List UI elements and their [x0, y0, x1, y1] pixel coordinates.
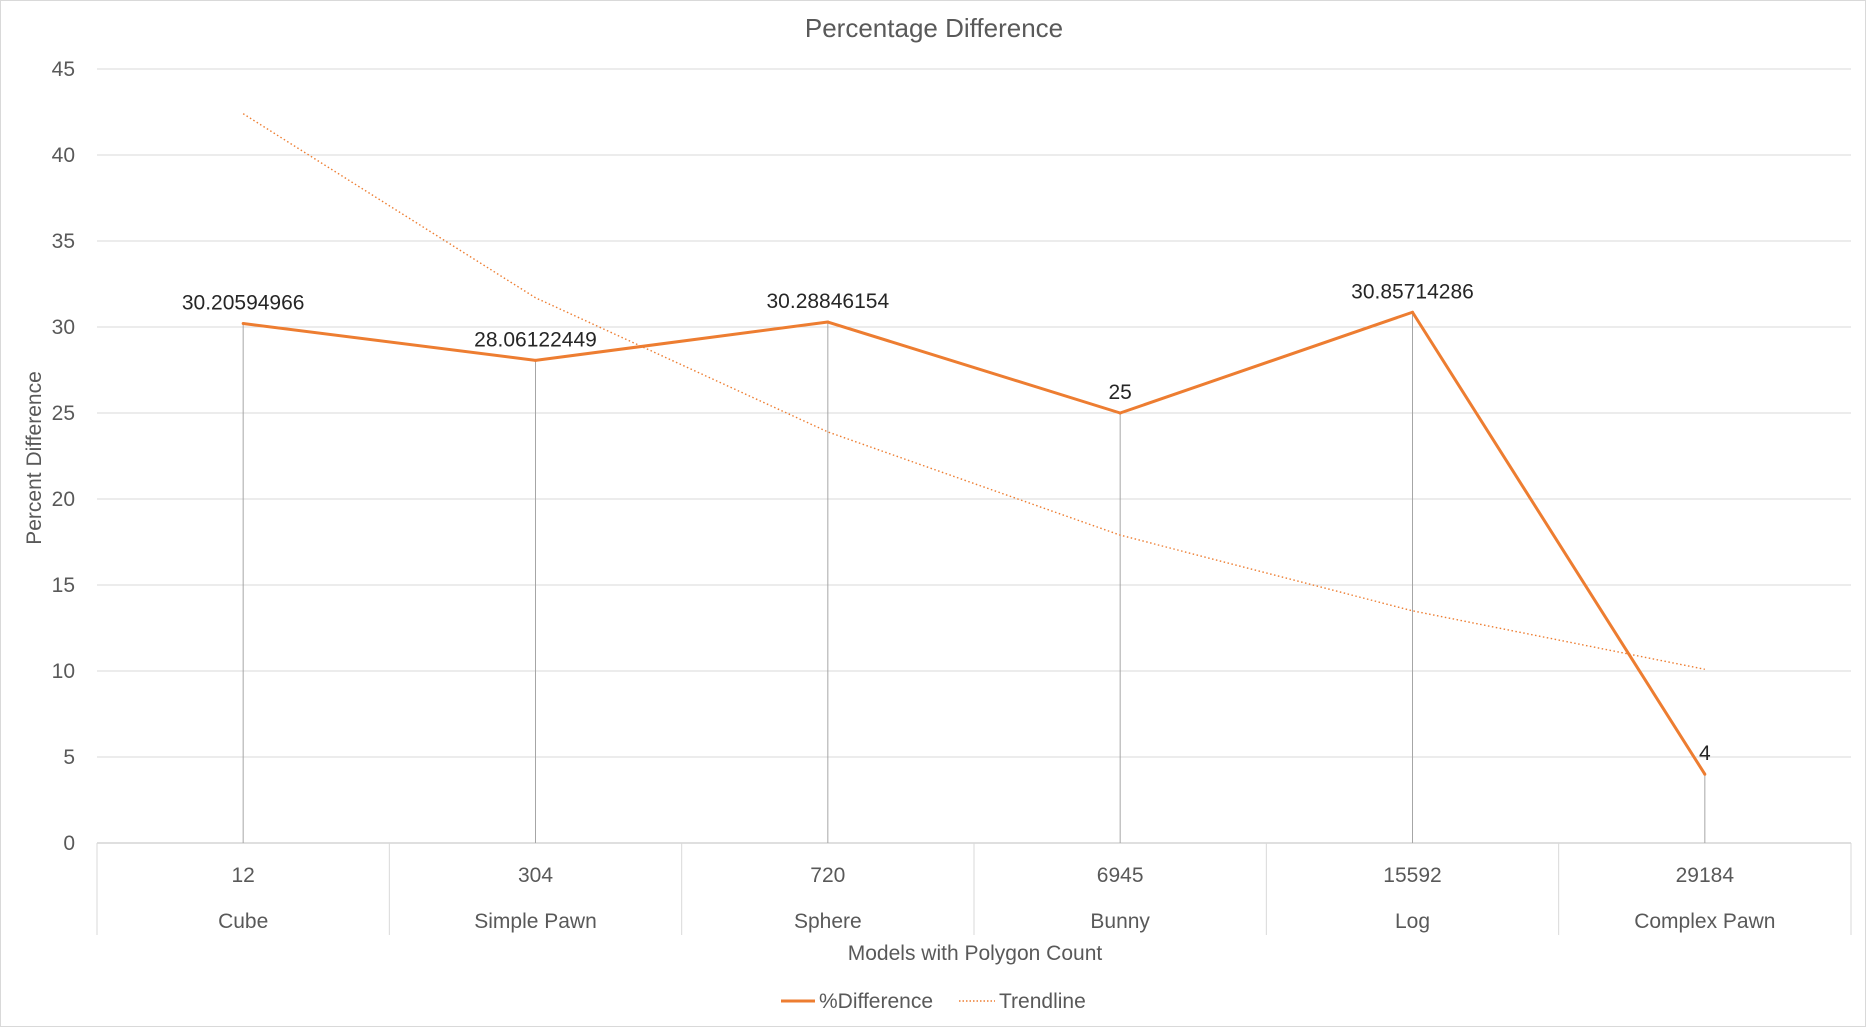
x-tick-name-cube: Cube — [218, 910, 268, 933]
x-axis-title: Models with Polygon Count — [848, 942, 1103, 965]
y-tick-label-20: 20 — [52, 488, 75, 511]
x-tick-count-29184: 29184 — [1676, 864, 1735, 887]
x-tick-count-12: 12 — [231, 864, 254, 887]
legend: %Difference Trendline — [781, 990, 1086, 1013]
y-tick-label-15: 15 — [52, 574, 75, 597]
y-tick-label-30: 30 — [52, 316, 75, 339]
gridlines — [97, 68, 1851, 758]
y-tick-labels: 0 5 10 15 20 25 30 35 40 45 — [52, 58, 75, 855]
data-label-1: 28.06122449 — [474, 328, 597, 351]
data-label-5: 4 — [1699, 742, 1711, 765]
drop-lines — [242, 312, 1706, 843]
chart-title: Percentage Difference — [805, 13, 1063, 43]
y-tick-label-40: 40 — [52, 144, 75, 167]
data-point-4 — [1411, 310, 1414, 314]
x-tick-name-log: Log — [1395, 910, 1430, 933]
y-tick-label-5: 5 — [63, 746, 75, 769]
data-point-2 — [826, 320, 830, 324]
data-point-3 — [1118, 411, 1122, 415]
y-tick-label-10: 10 — [52, 660, 75, 683]
x-tick-count-304: 304 — [518, 864, 553, 887]
x-tick-name-complex-pawn: Complex Pawn — [1634, 910, 1775, 933]
x-tick-name-sphere: Sphere — [794, 910, 862, 933]
series-line-difference — [242, 310, 1707, 776]
x-tick-name-bunny: Bunny — [1090, 910, 1150, 933]
series-layer — [241, 310, 1707, 776]
legend-label-trendline: Trendline — [999, 990, 1086, 1013]
x-tick-count-15592: 15592 — [1383, 864, 1441, 887]
data-label-0: 30.20594966 — [182, 291, 305, 314]
y-tick-label-0: 0 — [63, 832, 75, 855]
y-tick-label-35: 35 — [52, 230, 75, 253]
y-tick-label-25: 25 — [52, 402, 75, 425]
data-label-4: 30.85714286 — [1351, 280, 1474, 303]
data-point-0 — [241, 321, 245, 325]
data-label-2: 30.28846154 — [767, 290, 890, 313]
y-tick-label-45: 45 — [52, 58, 75, 81]
x-tick-count-6945: 6945 — [1097, 864, 1144, 887]
trendline — [242, 113, 1705, 670]
x-tick-count-720: 720 — [810, 864, 845, 887]
legend-label-difference: %Difference — [819, 990, 933, 1013]
y-axis-title: Percent Difference — [23, 371, 46, 545]
x-category-area: 12 Cube 304 Simple Pawn 720 Sphere 6945 Bunny 15… — [96, 842, 1852, 935]
data-point-5 — [1703, 772, 1707, 776]
data-label-3: 25 — [1108, 381, 1131, 404]
x-tick-name-simple-pawn: Simple Pawn — [474, 910, 597, 933]
data-point-1 — [534, 358, 537, 362]
trendline-layer — [242, 113, 1705, 670]
data-labels: 30.20594966 28.06122449 30.28846154 25 30.85… — [182, 280, 1711, 765]
